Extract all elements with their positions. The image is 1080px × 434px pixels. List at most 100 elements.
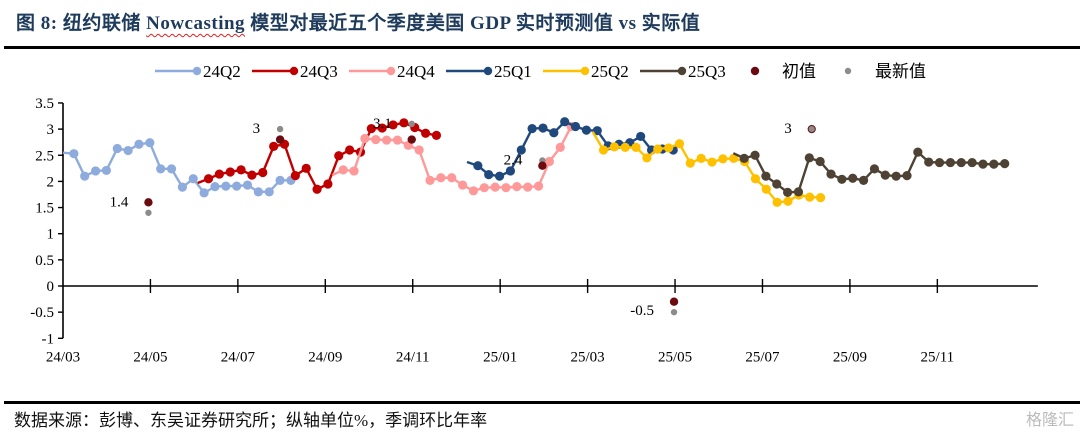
data-point <box>523 182 533 192</box>
legend-label: 25Q2 <box>591 62 629 81</box>
x-tick-label: 24/03 <box>46 349 80 365</box>
data-point <box>177 182 187 192</box>
actual-25Q1: 2.4 <box>504 152 547 170</box>
axes: 3.5 3 2.5 2 1.5 1 0.5 0 -0.5 -1 24/03 24/05 24/07 24/… <box>30 96 1038 365</box>
data-point <box>544 156 555 167</box>
data-point <box>815 193 826 203</box>
data-point <box>978 159 988 169</box>
data-point <box>739 153 749 163</box>
latest-value-point <box>276 125 284 133</box>
data-point <box>269 141 279 151</box>
data-point <box>805 192 815 202</box>
actual-value-label: 2.4 <box>504 152 523 168</box>
legend-item-initial: 初值 <box>750 62 816 81</box>
actual-value-label: 3 <box>253 121 261 137</box>
data-point <box>377 123 387 133</box>
data-point <box>399 118 409 128</box>
data-point <box>989 159 999 169</box>
figure-label: 图 8: <box>16 13 58 34</box>
data-point <box>490 182 500 192</box>
data-point <box>858 175 869 185</box>
data-point <box>431 130 442 140</box>
data-point <box>793 187 804 197</box>
data-point <box>90 166 101 176</box>
data-point <box>696 153 706 163</box>
legend-marker <box>386 66 396 76</box>
series-25Q2 <box>591 131 826 207</box>
data-point <box>468 186 479 196</box>
data-point <box>598 145 609 155</box>
legend-marker <box>844 67 852 75</box>
data-point <box>620 142 630 153</box>
data-point <box>166 164 177 174</box>
series-24Q4 <box>331 121 576 196</box>
latest-value-point <box>408 120 415 128</box>
data-point <box>848 173 858 183</box>
data-point <box>301 163 311 173</box>
y-tick-label: -0.5 <box>30 305 54 321</box>
actual-24Q3: 3 <box>253 121 285 144</box>
x-tick-label: 24/09 <box>308 349 342 365</box>
legend-item-24Q3: 24Q3 <box>252 62 338 81</box>
y-tick-label: 0.5 <box>35 253 54 269</box>
legend-label: 24Q2 <box>203 62 241 81</box>
data-point <box>290 171 300 181</box>
data-point <box>902 171 912 181</box>
y-tick-label: 2 <box>47 174 55 190</box>
legend-marker <box>677 66 687 76</box>
x-tick-label: 25/07 <box>745 349 780 365</box>
data-point <box>967 157 977 168</box>
x-tick-label: 24/11 <box>396 349 430 365</box>
data-point <box>664 143 674 153</box>
data-point <box>156 164 166 174</box>
data-point <box>242 180 253 190</box>
data-point <box>360 133 370 144</box>
legend-label: 最新值 <box>875 62 926 81</box>
title-nowcasting: Nowcasting <box>146 13 246 34</box>
legend-marker <box>483 66 493 76</box>
data-point <box>334 151 344 161</box>
data-point <box>421 128 431 138</box>
data-point <box>210 182 220 192</box>
data-point <box>549 128 559 138</box>
data-point <box>837 174 847 184</box>
y-tick-label: 3.5 <box>35 96 54 112</box>
source-note: 数据来源：彭博、东吴证券研究所；纵轴单位%，季调环比年率 <box>14 411 488 430</box>
series-line <box>62 141 291 195</box>
data-point <box>253 187 263 197</box>
data-point <box>772 179 782 189</box>
data-point <box>516 145 526 155</box>
data-point <box>913 147 923 157</box>
data-point <box>772 197 782 207</box>
initial-value-point <box>669 297 679 306</box>
data-point <box>236 165 246 175</box>
data-point <box>880 170 890 180</box>
series-line <box>591 131 821 204</box>
data-point <box>484 170 494 180</box>
x-tick-label: 24/07 <box>221 349 256 365</box>
actual-value-label: 3 <box>784 121 792 137</box>
data-point <box>80 171 90 181</box>
legend: 24Q2 24Q3 24Q4 25Q1 25Q2 25Q3 初值 最新值 <box>155 62 926 81</box>
series-25Q1 <box>466 117 678 181</box>
data-point <box>826 169 836 179</box>
data-point <box>581 125 592 135</box>
x-tick-label: 24/05 <box>133 349 167 365</box>
data-point <box>501 183 511 193</box>
data-point <box>729 153 739 163</box>
data-point <box>653 144 663 154</box>
legend-label: 25Q3 <box>688 62 726 81</box>
initial-value-point <box>144 198 153 207</box>
data-point <box>609 142 619 152</box>
data-point <box>199 188 209 198</box>
data-point <box>761 184 771 194</box>
data-point <box>392 135 403 145</box>
data-point <box>783 187 793 197</box>
data-point <box>275 175 285 185</box>
legend-marker <box>580 66 590 76</box>
initial-value-point <box>275 135 285 144</box>
y-tick-label: 2.5 <box>35 148 54 164</box>
data-point <box>494 171 505 181</box>
data-point <box>425 175 435 185</box>
data-point <box>225 167 235 177</box>
